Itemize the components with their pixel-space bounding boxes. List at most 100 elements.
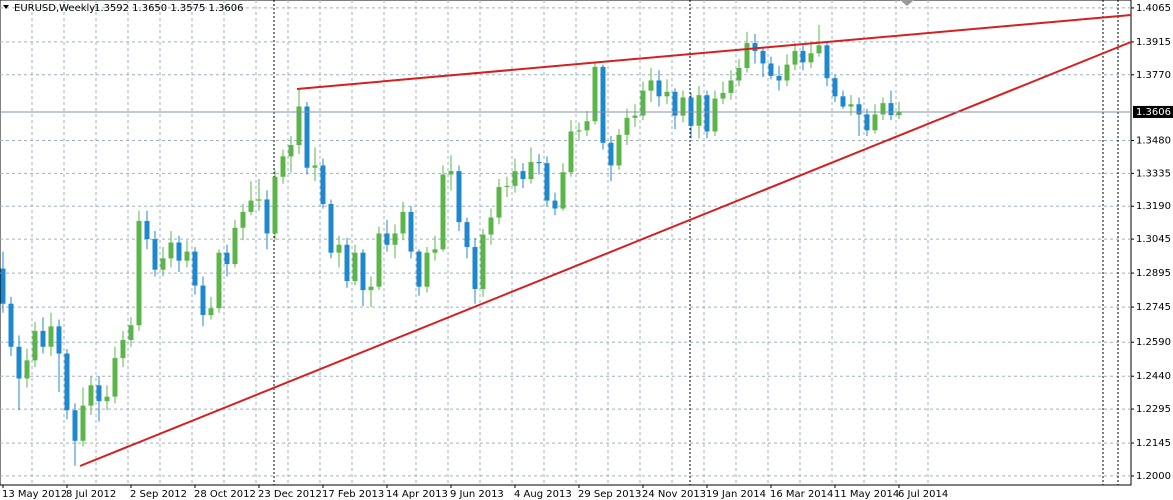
candle-body	[80, 405, 86, 441]
candle-body	[168, 242, 174, 259]
candle-body	[528, 162, 534, 180]
candle-body	[880, 103, 886, 115]
candle-body	[744, 43, 750, 68]
candle-body	[264, 199, 270, 234]
candle-body	[248, 200, 254, 212]
candle-body	[672, 91, 678, 116]
candle-body	[568, 131, 574, 173]
last-price-label: 1.3606	[1136, 107, 1171, 118]
candle-body	[776, 75, 782, 81]
y-tick-label: 1.2440	[1136, 371, 1171, 382]
candle-body	[816, 45, 822, 54]
candle-body	[664, 91, 670, 97]
candle-body	[184, 251, 190, 261]
candle-body	[824, 45, 830, 79]
y-tick-label: 1.2895	[1136, 268, 1171, 279]
candle-body	[736, 67, 742, 81]
candle-body	[296, 106, 302, 146]
candle-body	[232, 227, 238, 265]
candle-body	[240, 211, 246, 228]
candle-body	[104, 396, 110, 402]
candle-body	[32, 330, 38, 361]
candle-body	[712, 98, 718, 132]
chart-title: EURUSD,Weekly	[14, 3, 95, 14]
candle-body	[72, 410, 78, 441]
shift-marker	[900, 0, 914, 6]
x-tick-label: 8 Jul 2012	[66, 489, 116, 500]
candle-body	[536, 162, 542, 164]
candle-body	[616, 134, 622, 166]
candle-body	[624, 117, 630, 135]
candle-body	[720, 92, 726, 99]
candle-body	[768, 63, 774, 76]
x-tick-label: 28 Oct 2012	[194, 489, 256, 500]
candle-body	[392, 233, 398, 245]
candle-body	[312, 165, 318, 168]
y-tick-label: 1.3770	[1136, 70, 1171, 81]
candle-body	[96, 385, 102, 402]
candle-body	[400, 211, 406, 234]
candle-body	[424, 252, 430, 287]
x-tick-label: 16 Mar 2014	[770, 489, 833, 500]
x-tick-label: 9 Jun 2013	[450, 489, 504, 500]
candle-body	[896, 111, 902, 116]
candle-body	[696, 95, 702, 126]
candle-body	[336, 244, 342, 253]
candle-body	[416, 251, 422, 287]
candle-body	[704, 95, 710, 132]
candle-body	[432, 249, 438, 253]
candle-body	[608, 142, 614, 166]
candle-body	[872, 114, 878, 131]
candle-body	[560, 172, 566, 209]
x-tick-label: 2 Sep 2012	[130, 489, 187, 500]
y-tick-label: 1.3045	[1136, 234, 1171, 245]
candle-body	[112, 358, 118, 397]
candle-body	[376, 233, 382, 287]
candle-body	[280, 156, 286, 177]
candle-body	[800, 50, 806, 63]
x-tick-label: 24 Nov 2013	[642, 489, 706, 500]
candle-body	[48, 326, 54, 347]
y-tick-label: 1.3190	[1136, 201, 1171, 212]
candle-body	[520, 171, 526, 180]
candle-body	[344, 244, 350, 282]
candle-body	[24, 360, 30, 379]
candle-body	[288, 145, 294, 157]
plot-frame	[0, 0, 1132, 486]
x-tick-label: 11 May 2014	[834, 489, 899, 500]
candle-body	[160, 258, 166, 270]
candle-body	[128, 325, 134, 340]
candle-body	[304, 106, 310, 168]
x-tick-label: 4 Aug 2013	[514, 489, 572, 500]
candle-body	[576, 130, 582, 132]
candle-body	[120, 339, 126, 359]
candle-body	[840, 96, 846, 107]
x-tick-label: 6 Jul 2014	[898, 489, 948, 500]
x-tick-label: 23 Dec 2012	[258, 489, 322, 500]
candle-body	[584, 121, 590, 131]
candle-body	[256, 199, 262, 201]
candle-body	[480, 234, 486, 289]
y-tick-label: 1.3480	[1136, 136, 1171, 147]
candle-body	[440, 174, 446, 250]
candle-body	[488, 217, 494, 235]
candle-body	[640, 90, 646, 116]
candle-body	[216, 252, 222, 309]
candle-body	[632, 115, 638, 118]
candle-body	[88, 385, 94, 406]
y-tick-label: 1.4065	[1136, 3, 1171, 14]
candle-body	[784, 64, 790, 81]
candle-body	[648, 80, 654, 91]
candle-body	[144, 220, 150, 240]
candle-body	[64, 353, 70, 411]
candle-body	[0, 268, 6, 304]
candle-body	[792, 50, 798, 65]
trendline	[79, 41, 1132, 467]
candle-body	[40, 330, 46, 347]
candle-body	[224, 252, 230, 265]
candle-body	[456, 171, 462, 223]
x-tick-label: 19 Jan 2014	[706, 489, 766, 500]
candle-body	[680, 97, 686, 116]
candle-body	[656, 80, 662, 97]
menu-icon[interactable]	[3, 5, 9, 9]
